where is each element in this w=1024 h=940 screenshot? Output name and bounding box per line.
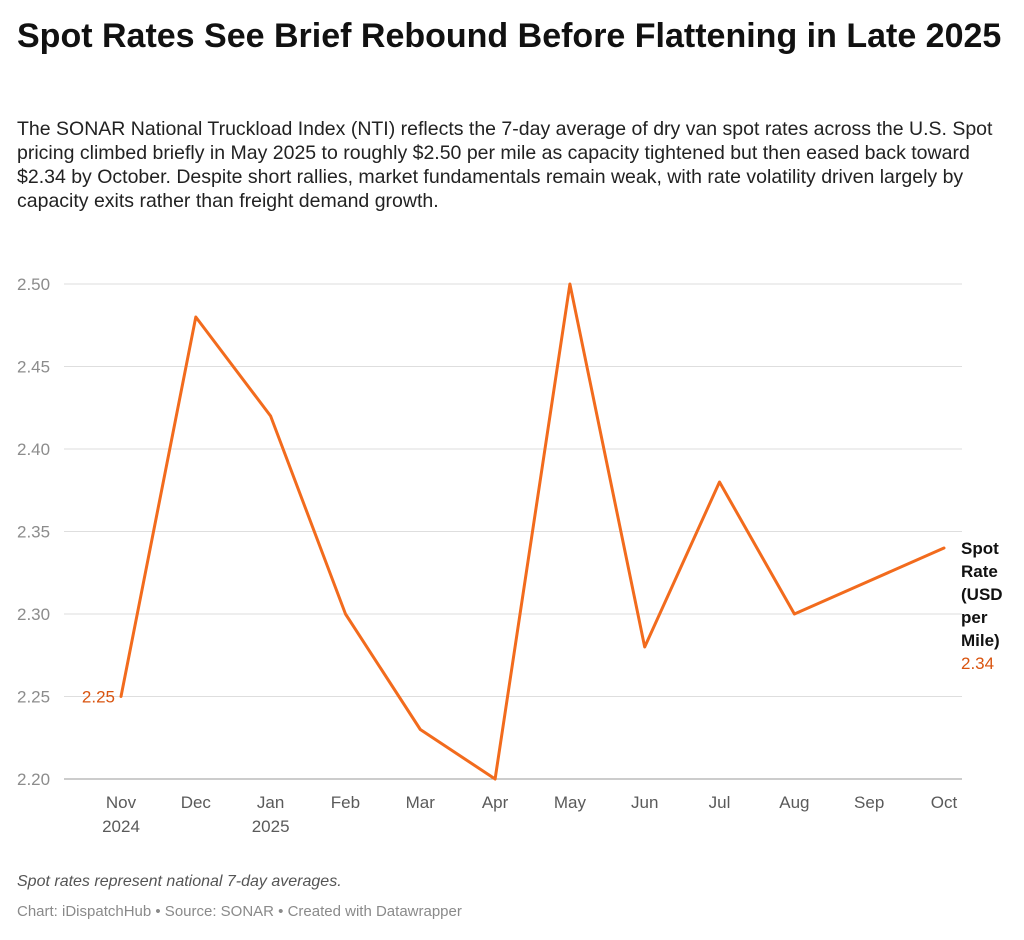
y-tick-label: 2.25 (17, 688, 50, 707)
x-tick-label: Sep (854, 793, 884, 812)
y-tick-label: 2.45 (17, 358, 50, 377)
series-labels: 2.25 Spot Rate (USD per Mile) 2.34 (82, 539, 1003, 707)
series-line (119, 282, 946, 781)
gridlines (64, 283, 962, 780)
y-tick-label: 2.30 (17, 605, 50, 624)
line-chart: 2.20 2.25 2.30 2.35 2.40 2.45 2.50 Nov 2024 Dec J… (17, 275, 1003, 836)
series-name-label: Spot Rate (USD per Mile) (961, 539, 1003, 650)
x-tick-label: Oct (931, 793, 958, 812)
chart-footer: Chart: iDispatchHub • Source: SONAR • Cr… (17, 903, 462, 920)
y-tick-label: 2.35 (17, 523, 50, 542)
end-value-label: 2.34 (961, 654, 994, 673)
x-tick-label: Jun (631, 793, 658, 812)
x-tick-label: Jul (709, 793, 731, 812)
x-tick-label: Jan 2025 (252, 793, 290, 836)
x-tick-label: Mar (406, 793, 436, 812)
x-tick-label: Nov 2024 (102, 793, 140, 836)
x-tick-label: Apr (482, 793, 509, 812)
x-tick-label: Dec (181, 793, 212, 812)
y-tick-label: 2.20 (17, 770, 50, 789)
y-tick-label: 2.50 (17, 275, 50, 294)
x-tick-label: Feb (331, 793, 360, 812)
y-axis-ticks: 2.20 2.25 2.30 2.35 2.40 2.45 2.50 (17, 275, 50, 789)
series-lines (119, 282, 946, 781)
x-tick-label: Aug (779, 793, 809, 812)
start-value-label: 2.25 (82, 688, 115, 707)
chart-subtitle: The SONAR National Truckload Index (NTI)… (17, 118, 993, 212)
x-tick-label: May (554, 793, 587, 812)
y-tick-label: 2.40 (17, 440, 50, 459)
x-axis-ticks: Nov 2024 Dec Jan 2025 Feb Mar Apr May Jun Jul Aug Se… (102, 793, 957, 836)
chart-title: Spot Rates See Brief Rebound Before Flat… (17, 17, 1002, 55)
chart-note: Spot rates represent national 7-day aver… (17, 873, 342, 890)
